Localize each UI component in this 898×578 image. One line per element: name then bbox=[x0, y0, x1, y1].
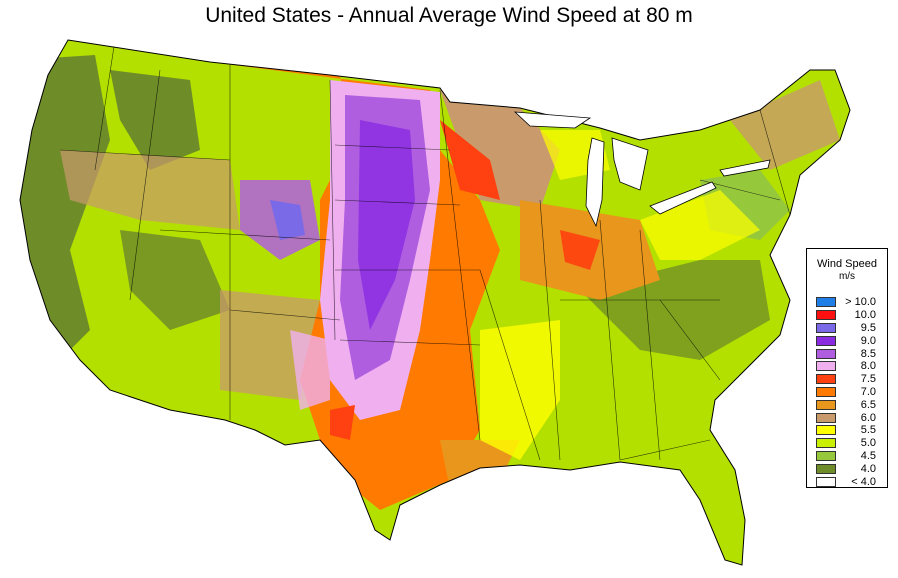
legend-label: 8.5 bbox=[860, 347, 876, 360]
legend-item: 5.0 bbox=[816, 437, 876, 450]
legend-swatch bbox=[816, 297, 836, 308]
legend-swatch bbox=[816, 425, 836, 436]
legend-item: 4.5 bbox=[816, 450, 876, 463]
legend-label: 4.0 bbox=[860, 462, 876, 475]
legend-label: 7.5 bbox=[860, 373, 876, 386]
legend-label: 9.5 bbox=[860, 321, 876, 334]
legend-swatch bbox=[816, 335, 836, 346]
legend-swatch bbox=[816, 361, 836, 372]
legend-label: 6.5 bbox=[860, 398, 876, 411]
legend-item: 9.5 bbox=[816, 322, 876, 335]
legend-list: > 10.0 10.0 9.5 9.0 8.5 8.0 7.5 7.0 6.5 6.0 5.5 5.0… bbox=[816, 296, 876, 488]
lake-ontario bbox=[719, 159, 771, 177]
legend-swatch bbox=[816, 412, 836, 423]
lake-erie bbox=[649, 181, 717, 215]
wind-speed-legend: Wind Speed m/s > 10.0 10.0 9.5 9.0 8.5 8.0 7.5… bbox=[806, 248, 888, 488]
legend-label: 6.0 bbox=[860, 411, 876, 424]
legend-item: 8.5 bbox=[816, 347, 876, 360]
map-title: United States - Annual Average Wind Spee… bbox=[205, 4, 693, 27]
legend-item: 6.0 bbox=[816, 411, 876, 424]
lake-superior bbox=[513, 111, 592, 129]
legend-swatch bbox=[816, 399, 836, 410]
legend-swatch bbox=[816, 322, 836, 333]
legend-swatch bbox=[816, 310, 836, 321]
legend-item: 5.5 bbox=[816, 424, 876, 437]
legend-unit: m/s bbox=[838, 271, 856, 282]
legend-label: 5.5 bbox=[860, 424, 876, 437]
legend-label: 7.0 bbox=[860, 385, 876, 398]
lake-michigan bbox=[585, 137, 605, 228]
legend-swatch bbox=[816, 463, 836, 474]
legend-item: 7.5 bbox=[816, 373, 876, 386]
legend-item: < 4.0 bbox=[816, 475, 876, 488]
legend-swatch bbox=[816, 476, 836, 487]
legend-label: 10.0 bbox=[854, 309, 876, 322]
legend-item: 8.0 bbox=[816, 360, 876, 373]
legend-swatch bbox=[816, 438, 836, 449]
legend-item: 9.0 bbox=[816, 334, 876, 347]
legend-label: 5.0 bbox=[860, 437, 876, 450]
legend-item: 6.5 bbox=[816, 398, 876, 411]
legend-label: > 10.0 bbox=[845, 296, 876, 309]
lake-huron bbox=[611, 137, 649, 191]
legend-swatch bbox=[816, 374, 836, 385]
legend-label: < 4.0 bbox=[851, 475, 876, 488]
legend-item: 4.0 bbox=[816, 462, 876, 475]
legend-swatch bbox=[816, 348, 836, 359]
legend-item: 10.0 bbox=[816, 309, 876, 322]
legend-title: Wind Speed bbox=[817, 258, 877, 270]
legend-swatch bbox=[816, 386, 836, 397]
legend-item: > 10.0 bbox=[816, 296, 876, 309]
legend-swatch bbox=[816, 450, 836, 461]
legend-item: 7.0 bbox=[816, 386, 876, 399]
us-wind-map bbox=[19, 39, 851, 566]
legend-label: 9.0 bbox=[860, 334, 876, 347]
legend-label: 4.5 bbox=[860, 449, 876, 462]
legend-label: 8.0 bbox=[860, 360, 876, 373]
